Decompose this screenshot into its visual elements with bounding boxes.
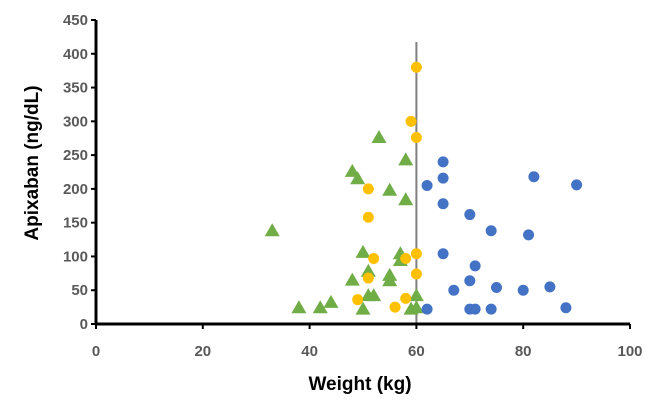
data-point-triangle — [344, 272, 360, 286]
data-point-triangle — [355, 244, 371, 258]
y-tick-label: 50 — [71, 282, 88, 299]
data-point-circle — [421, 180, 433, 192]
x-tick-label: 40 — [301, 343, 318, 360]
data-point-circle — [544, 281, 556, 293]
data-point-circle — [368, 252, 380, 264]
data-point-circle — [517, 284, 529, 296]
x-tick-label: 100 — [617, 343, 642, 360]
x-tick-label: 0 — [92, 343, 100, 360]
data-point-triangle — [398, 152, 414, 166]
x-axis-title: Weight (kg) — [308, 374, 411, 395]
data-point-circle — [485, 225, 497, 237]
x-tick-label: 20 — [194, 343, 211, 360]
data-point-circle — [362, 183, 374, 195]
data-point-circle — [528, 171, 540, 183]
data-point-circle — [362, 272, 374, 284]
data-point-circle — [410, 132, 422, 144]
axes-layer — [94, 20, 630, 326]
data-point-circle — [571, 179, 583, 191]
data-point-triangle — [382, 182, 398, 196]
y-tick-label: 300 — [63, 113, 88, 130]
y-tick-label: 100 — [63, 248, 88, 265]
data-point-circle — [421, 303, 433, 315]
y-tick-label: 0 — [80, 316, 88, 333]
data-point-triangle — [360, 263, 376, 277]
data-point-triangle — [291, 300, 307, 314]
data-point-circle — [469, 260, 481, 272]
data-point-circle — [469, 303, 481, 315]
data-point-triangle — [264, 223, 280, 237]
y-tick-label: 200 — [63, 181, 88, 198]
data-point-triangle — [323, 294, 339, 308]
data-point-circle — [437, 156, 449, 168]
y-axis-title: Apixaban (ng/dL) — [22, 85, 43, 240]
data-point-circle — [485, 303, 497, 315]
data-point-circle — [448, 284, 460, 296]
data-point-triangle — [371, 130, 387, 144]
data-point-triangle — [408, 288, 424, 302]
data-point-circle — [410, 61, 422, 73]
data-point-triangle — [344, 163, 360, 177]
data-point-circle — [410, 268, 422, 280]
data-point-triangle — [408, 300, 424, 314]
x-tick-label: 60 — [408, 343, 425, 360]
y-tick-label: 150 — [63, 215, 88, 232]
data-point-circle — [560, 302, 572, 314]
y-tick-label: 450 — [63, 12, 88, 29]
data-point-circle — [405, 115, 417, 127]
y-tick-label: 350 — [63, 80, 88, 97]
data-point-circle — [437, 172, 449, 184]
data-point-triangle — [312, 300, 328, 314]
data-point-triangle — [398, 192, 414, 206]
data-point-circle — [464, 275, 476, 287]
data-point-triangle — [355, 301, 371, 315]
tick-layer: 0 50 100 150 200 250 300 350 400 450 0 20 40 60 80 100 — [63, 12, 643, 360]
y-tick-label: 250 — [63, 147, 88, 164]
data-point-circle — [410, 248, 422, 260]
data-point-circle — [523, 229, 535, 241]
data-point-circle — [389, 301, 401, 313]
data-point-circle — [464, 209, 476, 221]
data-point-circle — [437, 198, 449, 210]
x-tick-label: 80 — [515, 343, 532, 360]
data-point-circle — [362, 211, 374, 223]
data-point-triangle — [382, 267, 398, 281]
data-point-triangle — [366, 288, 382, 302]
data-point-circle — [352, 294, 364, 306]
y-tick-label: 400 — [63, 46, 88, 63]
data-point-triangle — [350, 171, 366, 185]
data-point-circle — [437, 248, 449, 260]
points-layer — [264, 61, 583, 315]
data-point-circle — [400, 292, 412, 304]
data-point-circle — [491, 282, 502, 294]
data-point-circle — [400, 252, 412, 264]
